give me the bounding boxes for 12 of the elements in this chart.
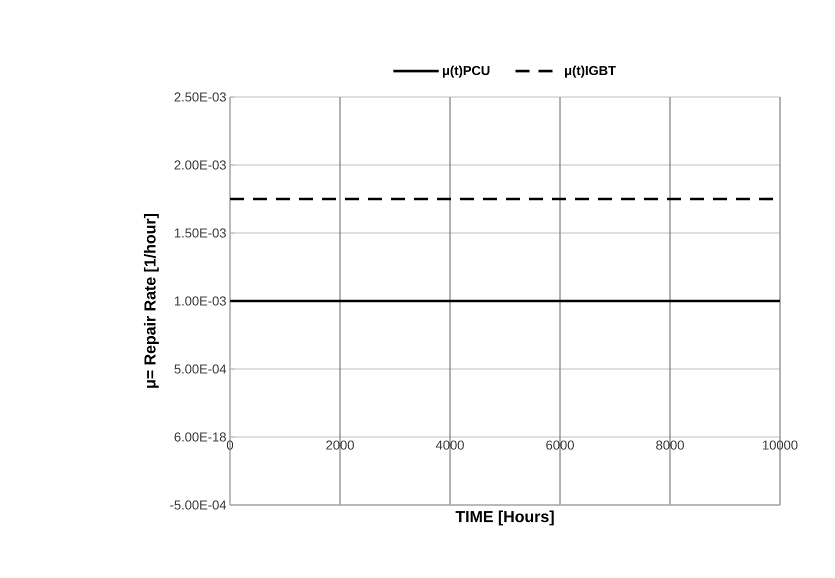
y-tick-label: 2.50E-03 [174,92,226,102]
y-tick-label: 6.00E-18 [174,432,226,442]
y-tick-label: -5.00E-04 [170,500,226,510]
x-tick-label: 0 [226,440,234,450]
legend-label: μ(t)PCU [442,66,490,78]
y-tick-label: 1.50E-03 [174,228,226,238]
y-tick-label: 2.00E-03 [174,160,226,170]
y-axis-title: μ= Repair Rate [1/hour] [144,214,159,388]
y-tick-label: 1.00E-03 [174,296,226,306]
legend-label: μ(t)IGBT [565,66,616,78]
y-tick-label: 5.00E-04 [174,364,226,374]
x-axis-title: TIME [Hours] [456,510,554,526]
